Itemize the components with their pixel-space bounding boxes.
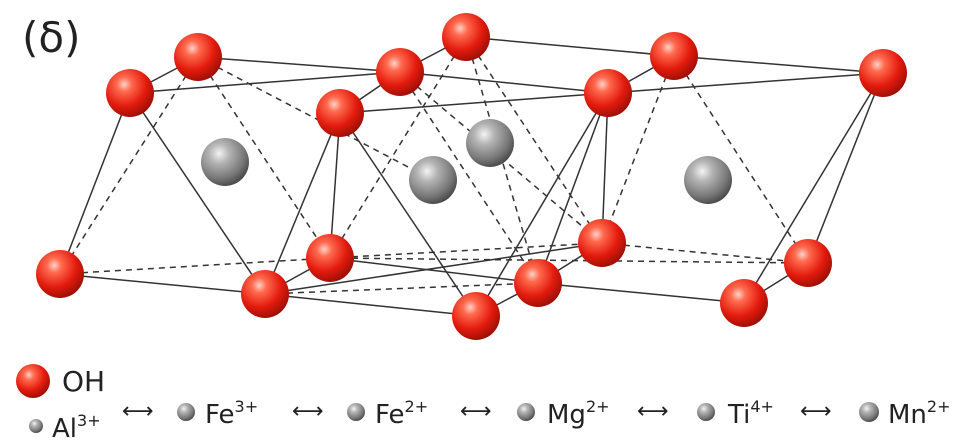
oh-atom — [442, 13, 490, 61]
bond — [129, 92, 266, 295]
ion-ti4plus-dot — [697, 403, 715, 421]
hidden-bond — [59, 56, 199, 275]
ion-symbol: Fe — [205, 400, 235, 430]
oh-atom — [859, 49, 907, 97]
ion-label: Al3+ — [52, 411, 101, 444]
hidden-bond — [329, 257, 809, 264]
bond — [264, 293, 477, 317]
ion-symbol: Fe — [375, 400, 405, 430]
substitution-arrow: ⟷ — [460, 399, 492, 424]
ion-al3plus-dot — [29, 419, 43, 433]
substitution-arrow: ⟷ — [637, 399, 669, 424]
hidden-bond — [601, 55, 675, 244]
oh-atom — [514, 259, 562, 307]
cation-atom — [201, 138, 249, 186]
cation-atom — [409, 156, 457, 204]
cation-substitution-row: Al3+ ⟷ Fe3+ ⟷ Fe2+ ⟷ Mg2+ ⟷ Ti4+ ⟷ Mn2+ — [29, 397, 951, 444]
ion-symbol: Mn — [888, 400, 927, 430]
ion-label: Mn2+ — [888, 397, 951, 430]
hidden-bond — [465, 36, 539, 284]
bond — [399, 71, 609, 94]
bond — [807, 72, 884, 264]
ion-fe3plus-dot — [177, 403, 195, 421]
hidden-bond — [264, 282, 539, 295]
ion-mn2plus-dot — [859, 402, 879, 422]
bond — [264, 242, 603, 295]
bond — [59, 92, 131, 275]
oh-atom — [584, 69, 632, 117]
oh-atom — [241, 270, 289, 318]
bond — [329, 257, 539, 284]
oh-atom — [720, 279, 768, 327]
oh-legend-label: OH — [62, 365, 105, 398]
ion-charge: 2+ — [927, 397, 951, 416]
hidden-bond — [59, 257, 331, 275]
oh-legend-atom — [16, 364, 50, 398]
bond — [339, 112, 477, 317]
ion-label: Fe2+ — [375, 397, 428, 430]
oh-atom — [36, 250, 84, 298]
ion-label: Fe3+ — [205, 397, 258, 430]
substitution-arrow: ⟷ — [122, 399, 154, 424]
hidden-bond — [673, 55, 809, 264]
legend: OH Al3+ ⟷ Fe3+ ⟷ Fe2+ ⟷ Mg2+ ⟷ Ti4+ ⟷ Mn2+ — [16, 364, 951, 444]
bond — [129, 71, 401, 94]
bond — [743, 72, 884, 304]
oh-atom — [452, 292, 500, 340]
hidden-bond — [197, 56, 331, 259]
oh-atom — [784, 239, 832, 287]
oh-atom — [306, 234, 354, 282]
oh-atom — [650, 32, 698, 80]
ion-charge: 3+ — [235, 397, 259, 416]
bond — [197, 56, 401, 73]
oh-atom — [316, 89, 364, 137]
cation-atom — [684, 156, 732, 204]
hidden-bond — [399, 71, 539, 284]
hidden-bond — [601, 242, 809, 264]
substitution-arrow: ⟷ — [292, 399, 324, 424]
ion-symbol: Mg — [547, 400, 586, 430]
panel-label: (δ) — [22, 13, 80, 62]
ion-charge: 3+ — [77, 411, 101, 430]
ion-label: Ti4+ — [727, 397, 774, 430]
bond — [607, 72, 884, 94]
cation-atom — [466, 119, 514, 167]
substitution-arrow: ⟷ — [800, 399, 832, 424]
oh-atom — [376, 48, 424, 96]
ion-charge: 4+ — [750, 397, 774, 416]
visible-bonds — [59, 36, 884, 317]
ion-symbol: Ti — [727, 400, 750, 430]
ion-label: Mg2+ — [547, 397, 610, 430]
hidden-bond — [329, 242, 603, 259]
ion-mg2plus-dot — [517, 403, 535, 421]
bond — [329, 112, 341, 259]
ion-fe2plus-dot — [347, 403, 365, 421]
ion-charge: 2+ — [586, 397, 610, 416]
hidden-bond — [197, 56, 434, 181]
bond — [537, 282, 745, 304]
oh-atom — [174, 33, 222, 81]
bond — [264, 112, 341, 295]
oh-atom — [106, 69, 154, 117]
ion-symbol: Al — [52, 414, 77, 444]
bond — [59, 273, 266, 295]
oh-atom — [578, 219, 626, 267]
hidden-bonds — [59, 36, 809, 295]
ion-charge: 2+ — [405, 397, 429, 416]
bond — [673, 55, 884, 74]
hidden-bond — [465, 36, 603, 244]
bond — [601, 92, 609, 244]
bond — [465, 36, 675, 57]
bond — [339, 92, 609, 114]
atoms — [36, 13, 907, 340]
